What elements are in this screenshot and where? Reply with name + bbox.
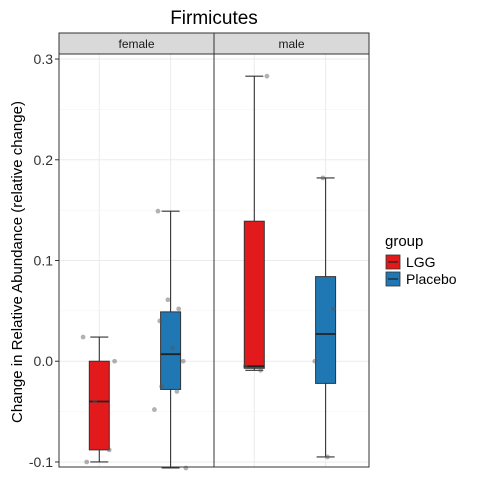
data-point: [92, 399, 98, 404]
facet-panels: female male: [58, 32, 370, 471]
data-point: [242, 363, 248, 369]
legend-entry-placebo: Placebo: [385, 271, 457, 287]
facet-strip-label: female: [118, 37, 154, 51]
data-point: [112, 358, 117, 364]
facet-panel-female: female: [58, 32, 215, 471]
chart-title: Firmicutes: [170, 8, 258, 29]
data-point: [331, 306, 337, 312]
box-male-LGG: [242, 73, 270, 373]
data-point: [106, 447, 112, 453]
box-iqr: [315, 276, 337, 384]
facet-panel-male: male: [213, 32, 370, 468]
y-tick-label: 0.0: [34, 353, 54, 369]
y-tick-label: -0.1: [29, 454, 53, 470]
data-point: [312, 358, 318, 364]
y-tick-label: 0.2: [34, 152, 54, 168]
legend-title: group: [385, 233, 423, 250]
data-point: [155, 208, 161, 214]
legend-entry-lgg: LGG: [385, 254, 436, 270]
data-point: [325, 454, 330, 460]
data-point: [84, 459, 90, 465]
panel-border: [213, 53, 370, 468]
data-point: [152, 407, 157, 412]
data-point: [165, 297, 171, 303]
box-iqr: [88, 360, 110, 451]
y-axis-label: Change in Relative Abundance (relative c…: [9, 101, 26, 423]
box-female-Placebo: [152, 208, 189, 471]
box-iqr: [160, 311, 182, 390]
box-iqr: [243, 220, 265, 369]
data-point: [258, 367, 263, 373]
box-male-Placebo: [312, 175, 337, 460]
data-point: [174, 389, 180, 394]
box-female-LGG: [80, 334, 117, 465]
data-point: [170, 345, 175, 351]
data-point: [157, 318, 163, 324]
data-point: [183, 465, 189, 471]
legend-label: Placebo: [406, 271, 457, 287]
data-point: [320, 175, 326, 181]
data-point: [159, 384, 165, 389]
data-point: [180, 358, 186, 364]
data-point: [264, 73, 270, 79]
data-point: [176, 306, 182, 312]
y-tick-label: 0.3: [34, 51, 54, 67]
facet-strip-label: male: [278, 37, 304, 51]
y-axis-ticks: -0.1 0.0 0.1 0.2 0.3: [29, 51, 59, 470]
legend-label: LGG: [406, 254, 436, 270]
y-tick-label: 0.1: [34, 253, 54, 269]
data-point: [80, 334, 86, 340]
